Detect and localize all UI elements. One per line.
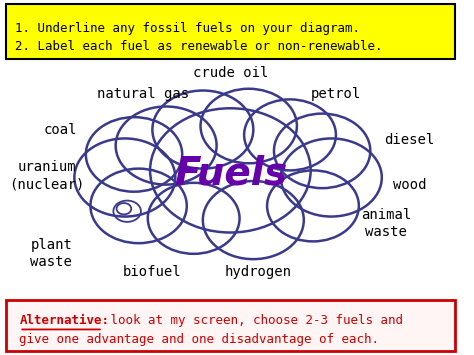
Text: uranium
(nuclear): uranium (nuclear) xyxy=(9,160,84,191)
Text: diesel: diesel xyxy=(384,133,435,147)
Text: Fuels: Fuels xyxy=(174,155,287,193)
Text: wood: wood xyxy=(392,178,426,192)
Text: look at my screen, choose 2-3 fuels and: look at my screen, choose 2-3 fuels and xyxy=(103,314,403,327)
Circle shape xyxy=(74,138,175,217)
Circle shape xyxy=(148,183,239,254)
Text: give one advantage and one disadvantage of each.: give one advantage and one disadvantage … xyxy=(19,333,379,345)
Circle shape xyxy=(150,108,310,233)
Circle shape xyxy=(274,114,370,188)
Text: 1. Underline any fossil fuels on your diagram.: 1. Underline any fossil fuels on your di… xyxy=(15,22,360,35)
Text: 2. Label each fuel as renewable or non-renewable.: 2. Label each fuel as renewable or non-r… xyxy=(15,40,382,53)
FancyBboxPatch shape xyxy=(6,300,455,351)
Circle shape xyxy=(203,181,304,259)
Text: coal: coal xyxy=(44,122,77,137)
Text: petrol: petrol xyxy=(311,87,361,101)
Circle shape xyxy=(281,138,382,217)
Circle shape xyxy=(116,106,217,185)
Text: biofuel: biofuel xyxy=(123,264,182,279)
Circle shape xyxy=(267,170,359,241)
Circle shape xyxy=(152,91,253,169)
Circle shape xyxy=(86,117,182,192)
Circle shape xyxy=(201,89,297,163)
Text: crude oil: crude oil xyxy=(193,66,268,80)
Text: Alternative:: Alternative: xyxy=(19,314,109,327)
Text: natural gas: natural gas xyxy=(97,87,189,101)
Text: hydrogen: hydrogen xyxy=(224,264,292,279)
Circle shape xyxy=(91,169,187,243)
Text: plant
waste: plant waste xyxy=(30,238,73,269)
FancyBboxPatch shape xyxy=(6,4,455,59)
Circle shape xyxy=(244,99,336,170)
Text: animal
waste: animal waste xyxy=(361,208,411,239)
